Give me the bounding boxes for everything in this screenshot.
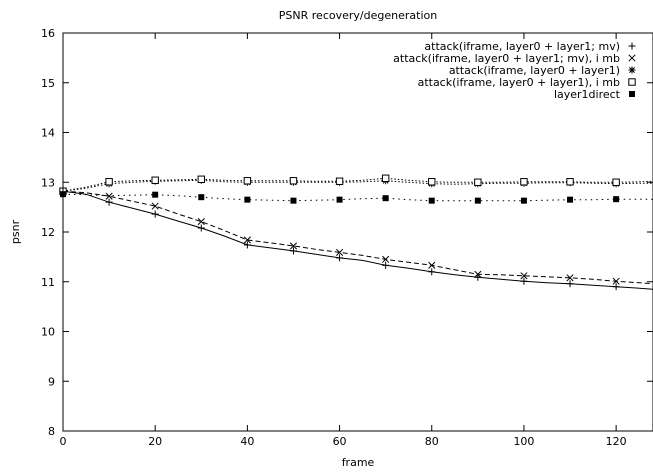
x-tick-label: 60 — [333, 435, 347, 448]
series-5-marker — [336, 196, 343, 203]
y-tick-label: 15 — [41, 77, 55, 90]
series-1-marker — [197, 224, 205, 232]
legend-marker-2 — [628, 54, 636, 62]
series-line-1 — [62, 190, 653, 290]
series-4-marker — [428, 178, 436, 186]
y-tick-label: 8 — [48, 425, 55, 438]
series-4-marker — [566, 178, 574, 186]
x-axis-title: frame — [342, 456, 375, 469]
series-2-marker — [336, 248, 344, 256]
series-5-marker — [198, 194, 205, 201]
legend-label-1: attack(iframe, layer0 + layer1; mv) — [424, 40, 620, 53]
series-4-marker — [105, 178, 113, 186]
series-1-marker — [336, 254, 344, 262]
axis-ticks: 8 9 10 11 12 13 14 15 16 0 20 40 60 80 100 120 — [41, 27, 653, 448]
y-tick-label: 16 — [41, 27, 55, 40]
y-tick-label: 9 — [48, 375, 55, 388]
series-2-marker — [428, 261, 436, 269]
x-tick-label: 0 — [60, 435, 67, 448]
x-tick-label: 20 — [148, 435, 162, 448]
series-5-marker — [382, 195, 389, 202]
y-tick-label: 11 — [41, 276, 55, 289]
series-2-marker — [105, 192, 113, 200]
series-4-marker — [612, 178, 620, 186]
legend-marker-3 — [628, 66, 636, 74]
series-1-marker — [428, 268, 436, 276]
series-4-marker — [520, 178, 528, 186]
series-5-marker — [567, 196, 574, 203]
legend-marker-1 — [628, 42, 636, 50]
series-2-marker — [566, 274, 574, 282]
x-tick-label: 80 — [425, 435, 439, 448]
series-4-marker — [243, 177, 252, 185]
series-4-marker — [381, 174, 390, 182]
series-5-marker — [613, 196, 620, 203]
series-2-marker — [151, 202, 159, 210]
series-1-marker — [151, 210, 159, 218]
chart-title: PSNR recovery/degeneration — [279, 9, 437, 22]
series-1-marker — [289, 247, 297, 255]
series-1-marker — [382, 261, 390, 269]
series-2-marker — [520, 272, 528, 280]
legend-marker-4 — [628, 78, 636, 86]
series-2-marker — [382, 255, 390, 263]
series-1-marker — [105, 198, 113, 206]
series-line-4 — [62, 177, 653, 192]
series-1-marker — [520, 277, 528, 285]
y-tick-label: 12 — [41, 226, 55, 239]
legend-label-3: attack(iframe, layer0 + layer1) — [449, 64, 620, 77]
y-axis-title: psnr — [9, 219, 22, 244]
series-1-marker — [243, 241, 251, 249]
legend-marker-5 — [629, 91, 635, 97]
series-5-marker — [428, 197, 435, 204]
series-4-marker — [474, 178, 482, 186]
series-line-2 — [62, 190, 653, 285]
series-2-marker — [612, 277, 620, 285]
series-4-marker — [335, 177, 344, 185]
x-tick-label: 120 — [606, 435, 627, 448]
series-5-marker — [474, 197, 481, 204]
legend-label-5: layer1direct — [554, 88, 621, 101]
series-2-marker — [289, 242, 298, 250]
series-4-marker — [151, 176, 159, 184]
legend: attack(iframe, layer0 + layer1; mv)attac… — [393, 40, 636, 101]
y-tick-label: 10 — [41, 326, 55, 339]
series-1-marker — [612, 283, 620, 291]
series-5-marker — [152, 191, 159, 198]
series-4-marker — [197, 175, 205, 183]
plot-area — [59, 174, 653, 291]
series-2-marker — [197, 217, 205, 226]
series-line-5 — [62, 193, 653, 202]
series-5-marker — [290, 197, 297, 204]
series-2-marker — [474, 270, 482, 278]
legend-label-2: attack(iframe, layer0 + layer1; mv), i m… — [393, 52, 620, 65]
y-tick-label: 13 — [41, 176, 55, 189]
x-tick-label: 40 — [240, 435, 254, 448]
series-1-marker — [566, 280, 574, 288]
series-5-marker — [244, 196, 251, 203]
series-2-marker — [243, 236, 251, 244]
legend-label-4: attack(iframe, layer0 + layer1), i mb — [418, 76, 620, 89]
series-5-marker — [520, 197, 527, 204]
y-tick-label: 14 — [41, 127, 55, 140]
series-4-marker — [289, 177, 298, 185]
x-tick-label: 100 — [513, 435, 534, 448]
